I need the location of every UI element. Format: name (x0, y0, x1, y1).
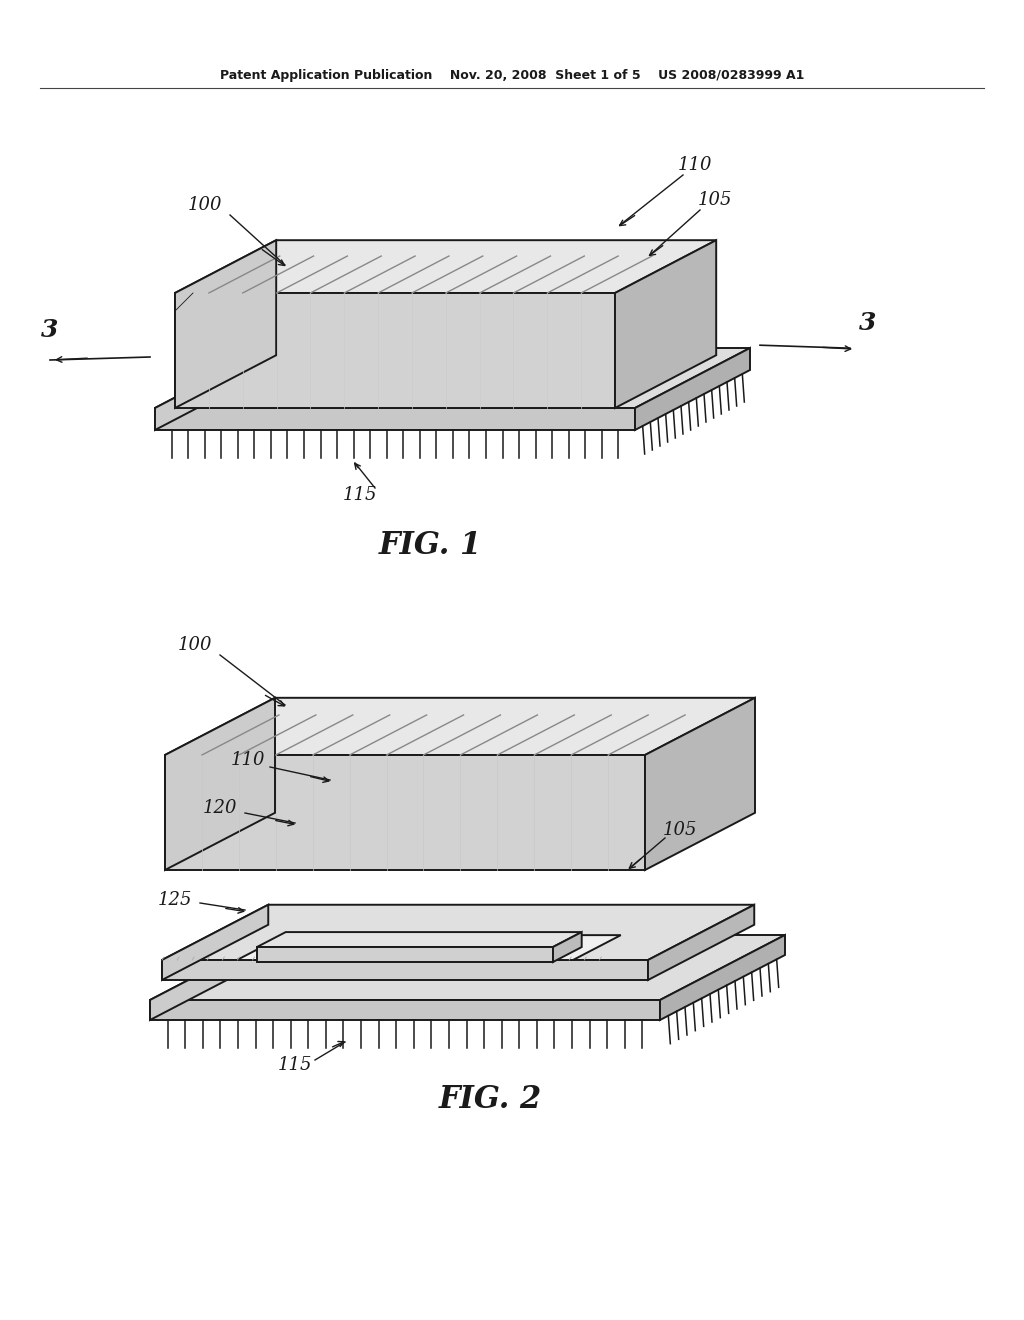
Polygon shape (257, 946, 553, 962)
Polygon shape (175, 240, 716, 293)
Text: 105: 105 (697, 191, 732, 209)
Polygon shape (615, 240, 716, 408)
Polygon shape (175, 293, 615, 408)
Polygon shape (155, 408, 635, 430)
Polygon shape (150, 935, 785, 1001)
Text: Patent Application Publication    Nov. 20, 2008  Sheet 1 of 5    US 2008/0283999: Patent Application Publication Nov. 20, … (220, 69, 804, 82)
Text: 115: 115 (343, 486, 377, 504)
Polygon shape (660, 935, 785, 1020)
Polygon shape (155, 348, 750, 408)
Polygon shape (150, 1001, 660, 1020)
Text: FIG. 1: FIG. 1 (379, 529, 481, 561)
Text: 115: 115 (278, 1056, 312, 1074)
Text: 110: 110 (678, 156, 713, 174)
Text: 105: 105 (663, 821, 697, 840)
Polygon shape (155, 348, 270, 430)
Polygon shape (162, 960, 648, 979)
Polygon shape (162, 904, 268, 979)
Text: 100: 100 (187, 195, 222, 214)
Polygon shape (165, 698, 275, 870)
Polygon shape (257, 932, 582, 946)
Text: 3: 3 (41, 318, 58, 342)
Text: 120: 120 (203, 799, 238, 817)
Text: 125: 125 (158, 891, 193, 909)
Polygon shape (175, 240, 276, 408)
Polygon shape (553, 932, 582, 962)
Polygon shape (635, 348, 750, 430)
Polygon shape (150, 935, 275, 1020)
Text: FIG. 2: FIG. 2 (438, 1085, 542, 1115)
Text: 110: 110 (230, 751, 265, 770)
Text: 3: 3 (859, 312, 877, 335)
Polygon shape (237, 935, 621, 960)
Polygon shape (165, 698, 755, 755)
Polygon shape (645, 698, 755, 870)
Polygon shape (165, 755, 645, 870)
Polygon shape (162, 904, 755, 960)
Text: 100: 100 (178, 636, 212, 653)
Polygon shape (648, 904, 755, 979)
